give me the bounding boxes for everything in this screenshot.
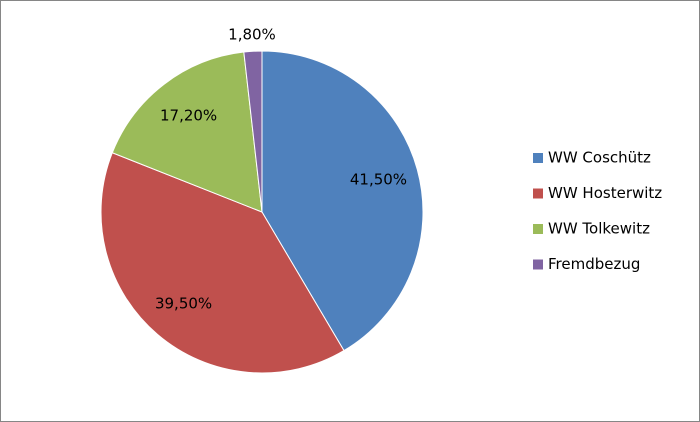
data-label: 17,20% xyxy=(160,107,217,125)
pie-slice xyxy=(100,152,345,374)
data-label: 39,50% xyxy=(155,294,212,312)
pie-slice xyxy=(111,51,263,213)
data-label: 41,50% xyxy=(350,171,407,189)
legend-swatch xyxy=(533,224,543,234)
legend-label: WW Tolkewitz xyxy=(548,220,650,238)
data-label: 1,80% xyxy=(228,26,276,44)
legend-label: WW Coschütz xyxy=(548,149,651,167)
pie-slice xyxy=(243,50,263,213)
legend-swatch xyxy=(533,153,543,163)
pie-slice xyxy=(261,50,424,352)
legend-swatch xyxy=(533,188,543,199)
legend-label: WW Hosterwitz xyxy=(548,184,662,202)
legend-swatch xyxy=(533,259,543,270)
legend-label: Fremdbezug xyxy=(548,255,640,273)
